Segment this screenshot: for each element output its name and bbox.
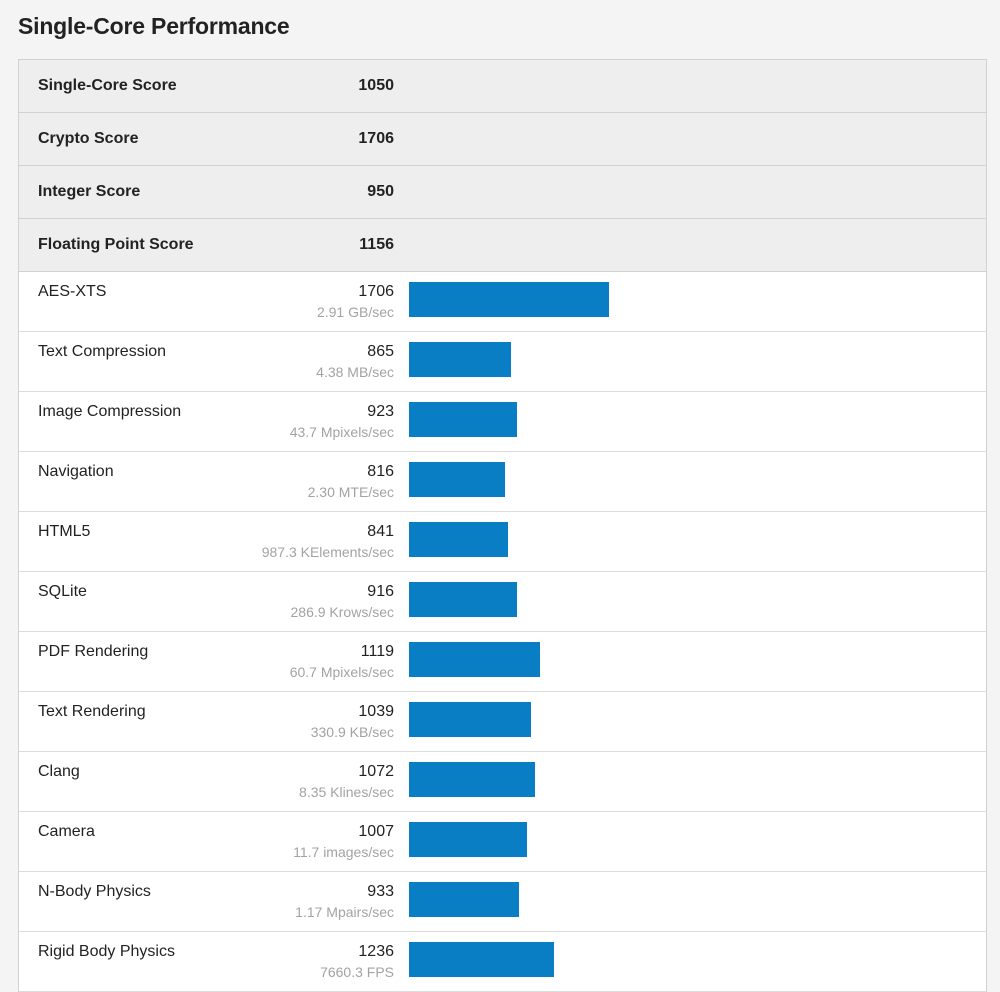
benchmark-score: 1039 [358,703,394,720]
benchmark-score: 1007 [358,823,394,840]
benchmark-rate: 2.30 MTE/sec [307,484,394,500]
benchmark-label: Rigid Body Physics [38,943,175,960]
benchmark-score: 933 [367,883,394,900]
summary-row-floating-point-score: Floating Point Score 1156 [19,219,986,272]
benchmark-row-image-compression: Image Compression 923 43.7 Mpixels/sec [19,392,986,452]
summary-score: 1706 [358,130,394,147]
summary-label: Integer Score [38,183,141,200]
summary-row-single-core-score: Single-Core Score 1050 [19,60,986,113]
benchmark-row-pdf-rendering: PDF Rendering 1119 60.7 Mpixels/sec [19,632,986,692]
page-title: Single-Core Performance [18,13,290,39]
score-bar-pdf-rendering [409,642,540,677]
summary-score: 1050 [358,77,394,94]
results-table: Single-Core Score 1050 Crypto Score 1706 Int… [18,59,987,992]
benchmark-rate: 43.7 Mpixels/sec [289,424,394,440]
benchmark-score: 1072 [358,763,394,780]
benchmark-rate: 11.7 images/sec [293,844,394,860]
summary-score: 950 [367,183,394,200]
benchmark-row-n-body-physics: N-Body Physics 933 1.17 Mpairs/sec [19,872,986,932]
benchmark-score: 841 [367,523,394,540]
benchmark-row-rigid-body-physics: Rigid Body Physics 1236 7660.3 FPS [19,932,986,992]
benchmark-label: PDF Rendering [38,643,149,660]
score-bar-text-rendering [409,702,531,737]
benchmark-rate: 4.38 MB/sec [316,364,394,380]
score-bar-navigation [409,462,505,497]
benchmark-label: N-Body Physics [38,883,151,900]
summary-row-integer-score: Integer Score 950 [19,166,986,219]
summary-score: 1156 [359,236,394,253]
summary-section: Single-Core Score 1050 Crypto Score 1706 Int… [19,60,986,272]
benchmark-score: 816 [367,463,394,480]
summary-label: Single-Core Score [38,77,177,94]
benchmark-rate: 330.9 KB/sec [310,724,394,740]
score-bar-clang [409,762,535,797]
benchmark-rate: 1.17 Mpairs/sec [295,904,394,920]
benchmark-score: 865 [367,343,394,360]
score-bar-sqlite [409,582,517,617]
summary-label: Crypto Score [38,130,139,147]
benchmark-rate: 60.7 Mpixels/sec [289,664,394,680]
benchmark-score: 923 [367,403,394,420]
benchmark-label: Navigation [38,463,114,480]
benchmark-rate: 286.9 Krows/sec [290,604,395,620]
benchmark-label: AES-XTS [38,283,107,300]
score-bar-image-compression [409,402,517,437]
benchmark-score: 1119 [360,643,394,660]
benchmark-row-html5: HTML5 841 987.3 KElements/sec [19,512,986,572]
benchmark-label: Clang [38,763,80,780]
benchmark-label: Text Rendering [38,703,146,720]
benchmark-label: SQLite [38,583,87,600]
benchmark-row-navigation: Navigation 816 2.30 MTE/sec [19,452,986,512]
score-bar-text-compression [409,342,511,377]
benchmark-row-sqlite: SQLite 916 286.9 Krows/sec [19,572,986,632]
benchmark-score: 916 [367,583,394,600]
benchmark-row-text-rendering: Text Rendering 1039 330.9 KB/sec [19,692,986,752]
benchmark-row-clang: Clang 1072 8.35 Klines/sec [19,752,986,812]
benchmark-label: Camera [38,823,95,840]
score-bar-html5 [409,522,508,557]
benchmark-label: HTML5 [38,523,91,540]
benchmark-rate: 987.3 KElements/sec [261,544,394,560]
summary-label: Floating Point Score [38,236,194,253]
benchmark-row-camera: Camera 1007 11.7 images/sec [19,812,986,872]
benchmark-rate: 8.35 Klines/sec [299,784,394,800]
benchmark-row-aes-xts: AES-XTS 1706 2.91 GB/sec [19,272,986,332]
benchmark-section: AES-XTS 1706 2.91 GB/sec Text Compression 86… [19,272,986,992]
score-bar-rigid-body-physics [409,942,554,977]
score-bar-aes-xts [409,282,609,317]
benchmark-rate: 7660.3 FPS [320,964,394,980]
benchmark-label: Image Compression [38,403,182,420]
benchmark-score: 1706 [358,283,394,300]
summary-row-crypto-score: Crypto Score 1706 [19,113,986,166]
score-bar-n-body-physics [409,882,519,917]
benchmark-rate: 2.91 GB/sec [316,304,394,320]
benchmark-label: Text Compression [38,343,167,360]
benchmark-score: 1236 [358,943,394,960]
benchmark-row-text-compression: Text Compression 865 4.38 MB/sec [19,332,986,392]
score-bar-camera [409,822,527,857]
